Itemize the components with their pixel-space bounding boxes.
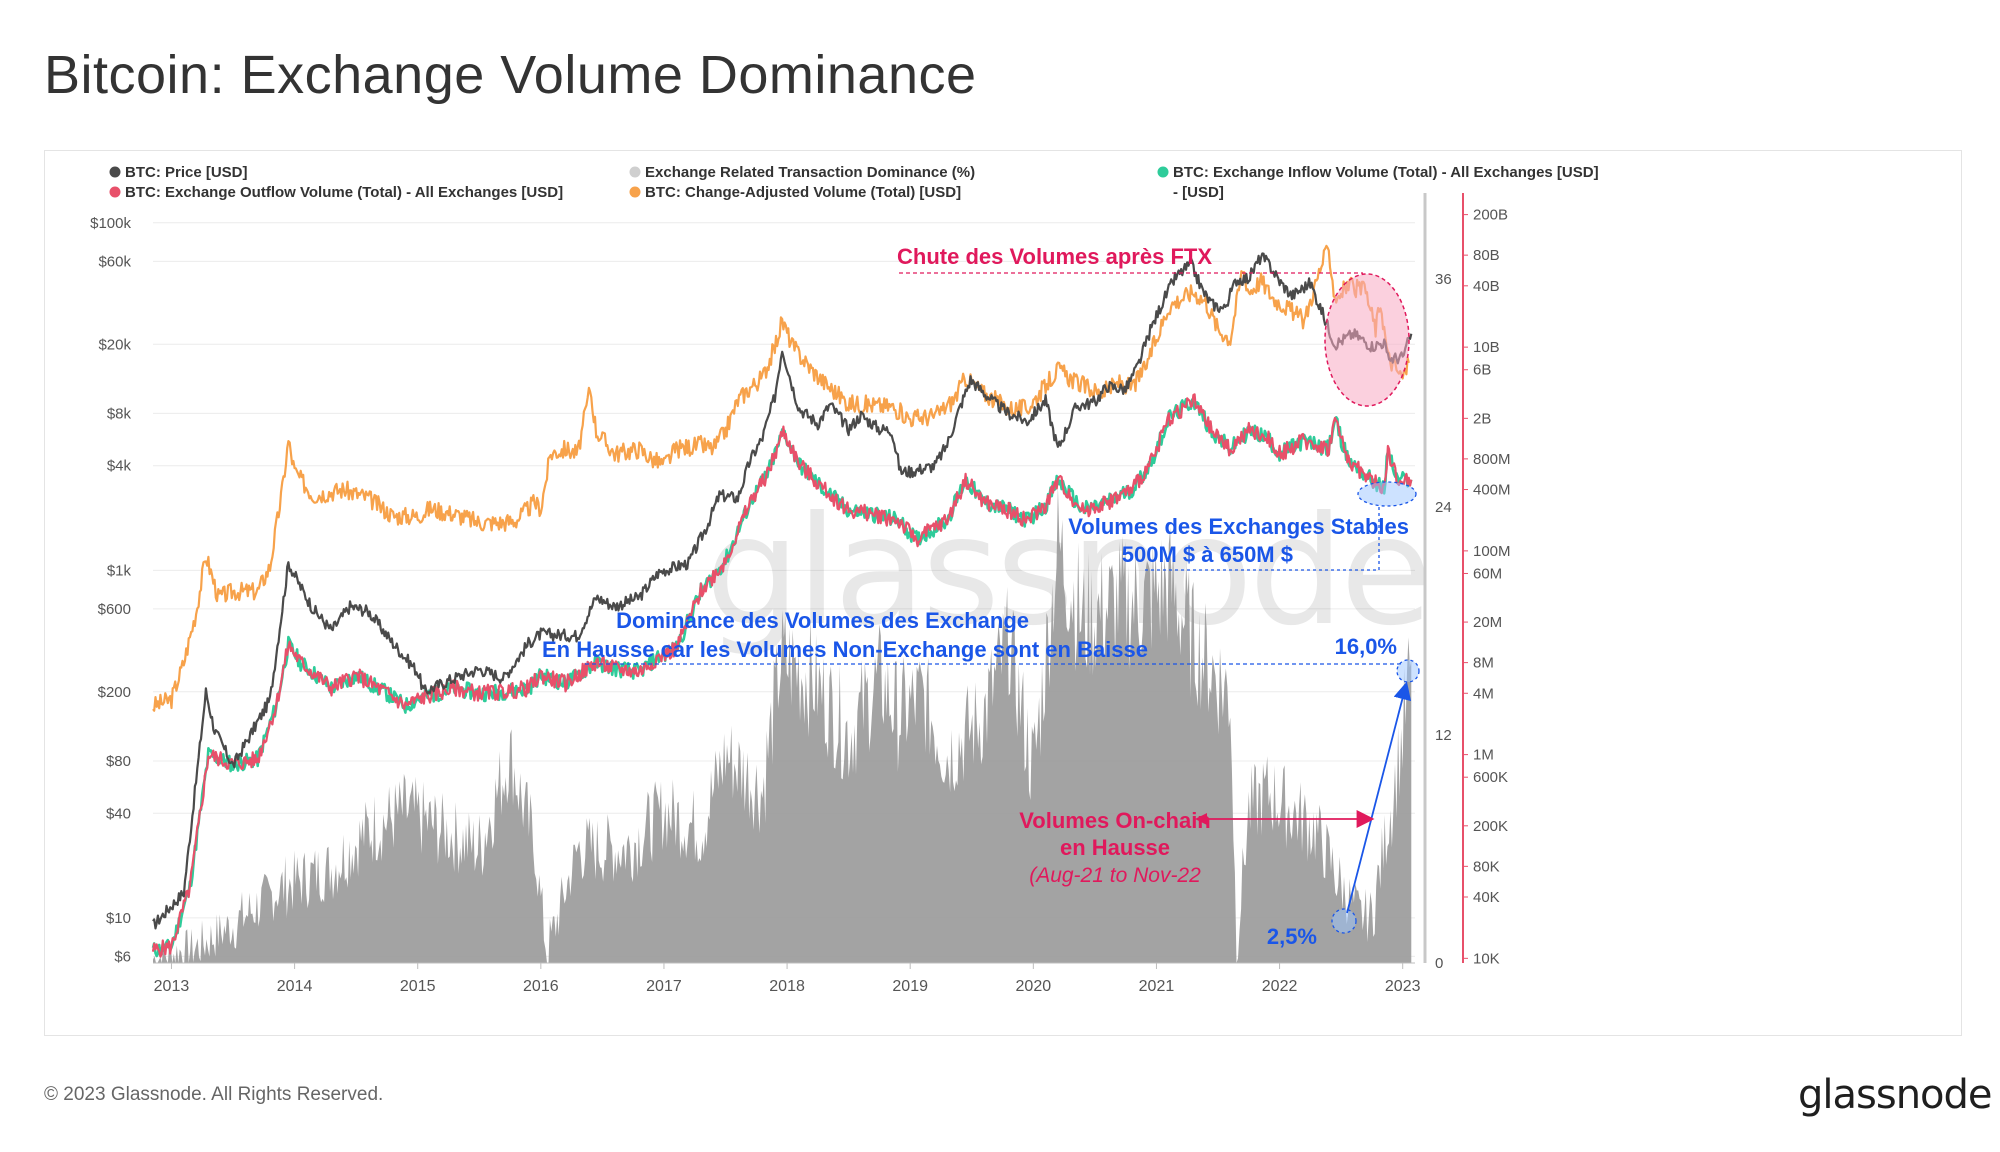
right-tick-label: 40K [1473,889,1500,906]
series-lines [151,244,1413,958]
x-tick-label: 2015 [400,978,436,995]
right-tick-label: 10K [1473,950,1500,967]
annotation-dominance-2: En Hausse car les Volumes Non-Exchange s… [542,637,1148,662]
x-tick-label: 2014 [277,978,313,995]
right-tick-label: 800M [1473,451,1511,468]
mid-tick-label: 0 [1435,955,1443,972]
x-tick-label: 2021 [1139,978,1175,995]
stable-volume-dashed [1145,507,1380,571]
left-tick-label: $8k [107,405,132,422]
right-tick-label: 2B [1473,410,1491,427]
legend-dot-inflow [1157,166,1169,178]
x-tick-label: 2017 [646,978,682,995]
right-tick-label: 1M [1473,747,1494,764]
ftx-highlight-ellipse [1324,273,1410,407]
page-title: Bitcoin: Exchange Volume Dominance [44,45,977,105]
annotation-onchain-1: Volumes On-chain [1019,808,1211,833]
legend-dot-dominance [629,166,641,178]
stable-volume-ellipse [1357,481,1417,507]
x-tick-label: 2022 [1262,978,1298,995]
copyright-text: © 2023 Glassnode. All Rights Reserved. [44,1084,384,1105]
dominance-16pct-circle [1396,659,1420,683]
mid-tick-label: 24 [1435,499,1452,516]
annotation-16pct: 16,0% [1335,634,1397,659]
right-tick-label: 200B [1473,207,1508,224]
annotations: Chute des Volumes après FTX Volumes des E… [542,244,1420,949]
price-line [152,252,1413,930]
mid-tick-label: 36 [1435,271,1452,288]
dominance-area [153,486,1412,963]
left-tick-label: $40 [106,805,131,822]
right-tick-label: 200K [1473,818,1508,835]
right-tick-label: 100M [1473,543,1511,560]
annotation-ftx: Chute des Volumes après FTX [897,244,1212,269]
x-tick-label: 2016 [523,978,559,995]
right-tick-label: 10B [1473,339,1500,356]
right-tick-label: 6B [1473,362,1491,379]
legend-label-outflow[interactable]: BTC: Exchange Outflow Volume (Total) - A… [125,184,563,201]
onchain-arrow-left-head [1195,813,1207,825]
legend-dot-outflow [109,186,121,198]
annotation-onchain-3: (Aug-21 to Nov-22 [1029,864,1201,887]
mid-tick-label: 12 [1435,727,1452,744]
left-tick-label: $20k [98,336,131,353]
adjusted-volume-line [152,244,1410,712]
left-tick-label: $60k [98,253,131,270]
axes: 2013 2014 2015 2016 2017 2018 2019 2020 2021 2022… [90,193,1511,995]
left-tick-label: $100k [90,215,131,232]
right-tick-label: 4M [1473,685,1494,702]
left-tick-label: $600 [98,601,131,618]
right-tick-label: 400M [1473,482,1511,499]
right-tick-label: 80K [1473,858,1500,875]
left-tick-label: $200 [98,684,131,701]
legend-dot-adjusted [629,186,641,198]
annotation-onchain-2: en Hausse [1060,835,1170,860]
annotation-dominance-1: Dominance des Volumes des Exchange [616,608,1029,633]
dominance-2-5pct-circle [1331,908,1357,934]
right-tick-label: 600K [1473,769,1508,786]
chart-svg: glassnode 2013 2014 2015 2016 2017 2018 2019 20… [90,164,1599,995]
x-tick-label: 2019 [892,978,928,995]
left-tick-label: $1k [107,562,132,579]
left-tick-label: $4k [107,458,132,475]
legend-label-price[interactable]: BTC: Price [USD] [125,164,248,181]
left-tick-label: $10 [106,910,131,927]
right-tick-label: 8M [1473,655,1494,672]
dominance-area-path [153,486,1412,963]
annotation-stable-2: 500M $ à 650M $ [1122,542,1293,567]
legend-label-dominance[interactable]: Exchange Related Transaction Dominance (… [645,164,975,181]
right-tick-label: 40B [1473,278,1500,295]
legend-label-inflow-cont: - [USD] [1173,184,1224,201]
legend: BTC: Price [USD] Exchange Related Transac… [109,164,1599,201]
legend-label-inflow[interactable]: BTC: Exchange Inflow Volume (Total) - Al… [1173,164,1599,181]
outflow-volume-line [151,393,1413,958]
annotation-stable-1: Volumes des Exchanges Stables [1068,514,1409,539]
x-tick-label: 2013 [154,978,190,995]
left-tick-label: $80 [106,753,131,770]
legend-dot-price [109,166,121,178]
right-tick-label: 80B [1473,247,1500,264]
right-tick-label: 20M [1473,614,1502,631]
x-tick-label: 2023 [1385,978,1421,995]
dominance-arrow [1346,681,1412,914]
x-tick-label: 2018 [769,978,805,995]
left-tick-label: $6 [114,948,131,965]
chart-frame: glassnode 2013 2014 2015 2016 2017 2018 2019 20… [44,150,1962,1036]
glassnode-logo[interactable]: glassnode [1798,1072,1993,1118]
annotation-2-5pct: 2,5% [1267,924,1317,949]
x-tick-label: 2020 [1016,978,1052,995]
legend-label-adjusted[interactable]: BTC: Change-Adjusted Volume (Total) [USD… [645,184,961,201]
watermark: glassnode [705,485,1428,659]
right-tick-label: 60M [1473,565,1502,582]
